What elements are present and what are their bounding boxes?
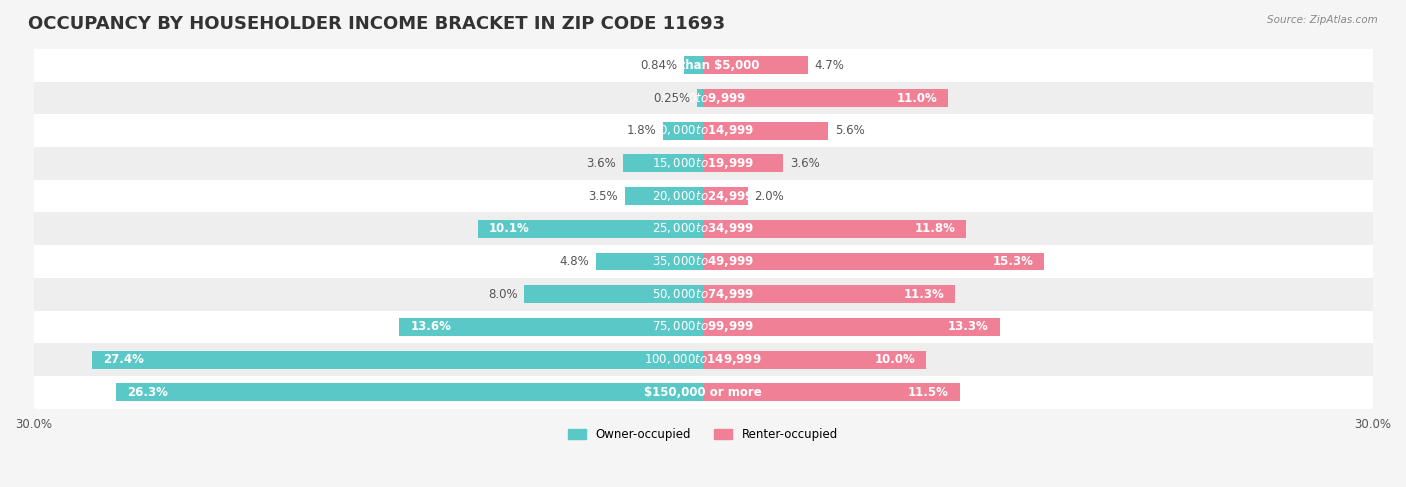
Text: 27.4%: 27.4%: [103, 353, 143, 366]
Text: $35,000 to $49,999: $35,000 to $49,999: [652, 254, 754, 269]
Bar: [34, 82, 1372, 114]
Bar: [685, 56, 703, 75]
Bar: [34, 278, 1372, 311]
Text: 11.5%: 11.5%: [908, 386, 949, 399]
Bar: [34, 311, 1372, 343]
Bar: [399, 318, 703, 336]
Text: 1.8%: 1.8%: [627, 124, 657, 137]
Text: $5,000 to $9,999: $5,000 to $9,999: [659, 91, 747, 106]
Bar: [596, 253, 703, 270]
Bar: [34, 245, 1372, 278]
Text: Source: ZipAtlas.com: Source: ZipAtlas.com: [1267, 15, 1378, 25]
Text: 3.6%: 3.6%: [790, 157, 820, 170]
Text: 11.0%: 11.0%: [897, 92, 938, 105]
Bar: [703, 89, 949, 107]
Text: 10.1%: 10.1%: [489, 223, 530, 235]
Text: $150,000 or more: $150,000 or more: [644, 386, 762, 399]
Text: 13.6%: 13.6%: [411, 320, 451, 334]
Text: $15,000 to $19,999: $15,000 to $19,999: [652, 156, 754, 171]
Text: 0.25%: 0.25%: [654, 92, 690, 105]
Legend: Owner-occupied, Renter-occupied: Owner-occupied, Renter-occupied: [564, 423, 842, 446]
Text: $75,000 to $99,999: $75,000 to $99,999: [652, 319, 754, 335]
Bar: [34, 343, 1372, 376]
Bar: [703, 285, 955, 303]
Bar: [624, 187, 703, 205]
Bar: [524, 285, 703, 303]
Bar: [703, 56, 808, 75]
Text: $20,000 to $24,999: $20,000 to $24,999: [652, 188, 754, 204]
Bar: [703, 122, 828, 140]
Bar: [623, 154, 703, 172]
Bar: [117, 383, 703, 401]
Text: 3.5%: 3.5%: [589, 189, 619, 203]
Text: 4.7%: 4.7%: [814, 59, 845, 72]
Text: $100,000 to $149,999: $100,000 to $149,999: [644, 352, 762, 367]
Bar: [703, 318, 1000, 336]
Bar: [703, 154, 783, 172]
Bar: [91, 351, 703, 369]
Text: 8.0%: 8.0%: [488, 288, 517, 300]
Text: $10,000 to $14,999: $10,000 to $14,999: [652, 123, 754, 138]
Text: $25,000 to $34,999: $25,000 to $34,999: [652, 221, 754, 236]
Text: 15.3%: 15.3%: [993, 255, 1033, 268]
Bar: [703, 383, 960, 401]
Text: 0.84%: 0.84%: [641, 59, 678, 72]
Text: OCCUPANCY BY HOUSEHOLDER INCOME BRACKET IN ZIP CODE 11693: OCCUPANCY BY HOUSEHOLDER INCOME BRACKET …: [28, 15, 725, 33]
Text: 4.8%: 4.8%: [560, 255, 589, 268]
Text: 3.6%: 3.6%: [586, 157, 616, 170]
Text: Less than $5,000: Less than $5,000: [647, 59, 759, 72]
Text: 11.8%: 11.8%: [914, 223, 955, 235]
Bar: [697, 89, 703, 107]
Bar: [34, 180, 1372, 212]
Bar: [662, 122, 703, 140]
Text: 10.0%: 10.0%: [875, 353, 915, 366]
Bar: [34, 49, 1372, 82]
Bar: [34, 376, 1372, 409]
Bar: [703, 253, 1045, 270]
Bar: [34, 114, 1372, 147]
Bar: [478, 220, 703, 238]
Text: 2.0%: 2.0%: [755, 189, 785, 203]
Bar: [34, 147, 1372, 180]
Bar: [34, 212, 1372, 245]
Text: 5.6%: 5.6%: [835, 124, 865, 137]
Text: 13.3%: 13.3%: [948, 320, 988, 334]
Text: $50,000 to $74,999: $50,000 to $74,999: [652, 287, 754, 301]
Text: 26.3%: 26.3%: [127, 386, 169, 399]
Text: 11.3%: 11.3%: [903, 288, 943, 300]
Bar: [703, 220, 966, 238]
Bar: [703, 187, 748, 205]
Bar: [703, 351, 927, 369]
